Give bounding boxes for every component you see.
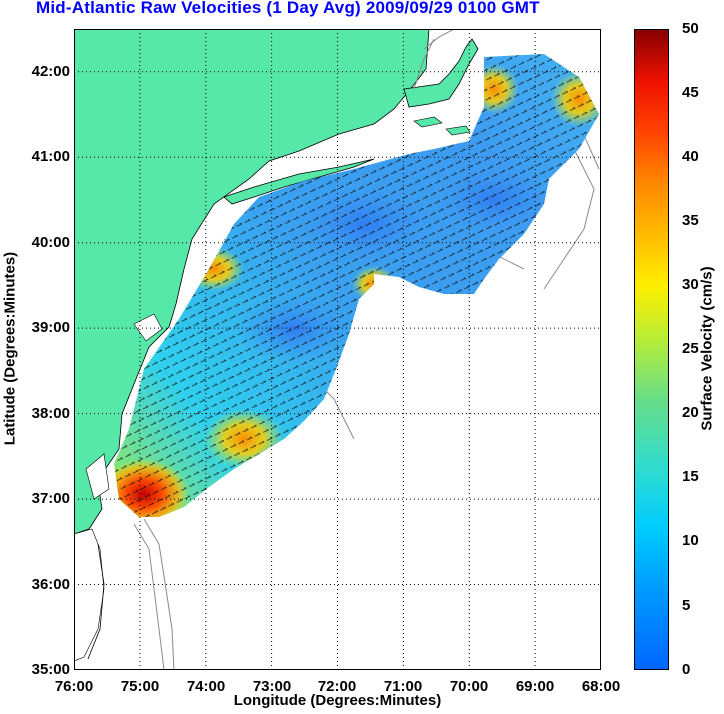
x-tick-label: 73:00 <box>252 678 292 695</box>
x-tick-label: 68:00 <box>581 678 621 695</box>
colorbar-tick-label: 50 <box>682 20 699 37</box>
velocity-map <box>74 29 601 670</box>
y-tick-label: 38:00 <box>31 405 70 422</box>
y-tick-label: 37:00 <box>31 490 70 507</box>
x-tick-label: 70:00 <box>449 678 489 695</box>
colorbar-tick-label: 15 <box>682 468 699 485</box>
y-tick-label: 42:00 <box>31 63 70 80</box>
y-tick-label: 41:00 <box>31 148 70 165</box>
x-tick-label: 74:00 <box>186 678 226 695</box>
colorbar-tick-label: 35 <box>682 212 699 229</box>
land-mass <box>74 29 479 662</box>
colorbar-tick-label: 20 <box>682 404 699 421</box>
colorbar-tick-label: 25 <box>682 340 699 357</box>
x-tick-label: 71:00 <box>383 678 423 695</box>
y-tick-label: 36:00 <box>31 576 70 593</box>
map-grid <box>74 29 601 670</box>
y-tick-label: 40:00 <box>31 234 70 251</box>
y-tick-label: 35:00 <box>31 661 70 678</box>
colorbar-tick-label: 5 <box>682 597 691 614</box>
map-title: Mid-Atlantic Raw Velocities (1 Day Avg) … <box>36 0 540 17</box>
colorbar-tick-label: 40 <box>682 148 699 165</box>
colorbar-title: Surface Velocity (cm/s) <box>698 266 716 431</box>
x-tick-label: 76:00 <box>54 678 94 695</box>
colorbar-tick-label: 10 <box>682 532 699 549</box>
x-tick-label: 69:00 <box>515 678 555 695</box>
x-tick-label: 72:00 <box>317 678 357 695</box>
x-tick-label: 75:00 <box>120 678 160 695</box>
x-axis-title: Longitude (Degrees:Minutes) <box>233 692 442 709</box>
colorbar-tick-label: 30 <box>682 276 699 293</box>
y-tick-label: 39:00 <box>31 319 70 336</box>
colorbar <box>634 29 669 670</box>
colorbar-tick-label: 0 <box>682 661 691 678</box>
y-axis-title: Latitude (Degrees:Minutes) <box>1 251 19 446</box>
colorbar-tick-label: 45 <box>682 84 699 101</box>
